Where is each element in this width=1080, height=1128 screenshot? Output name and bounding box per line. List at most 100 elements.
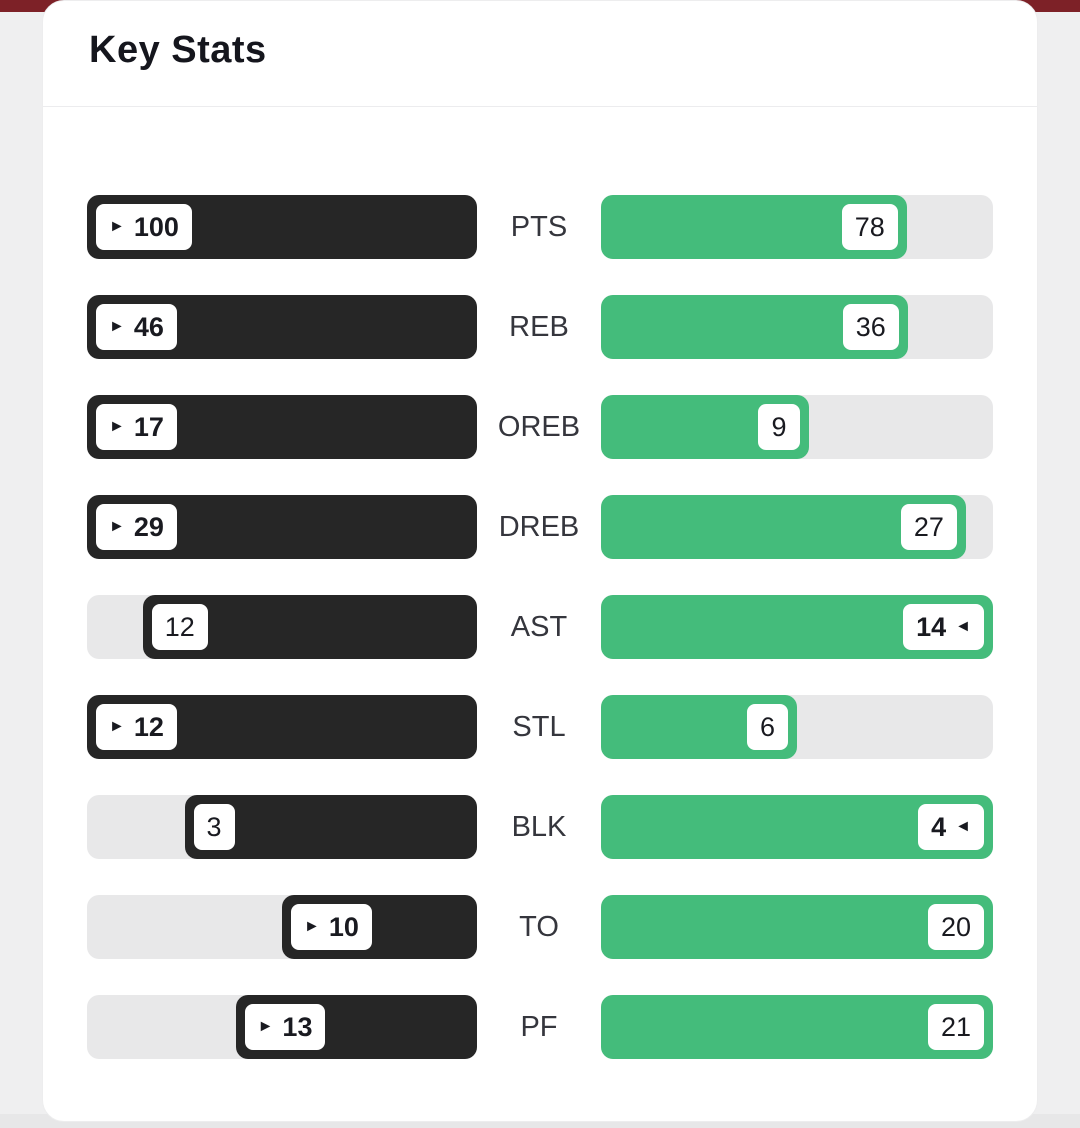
- stat-row: ► 100 PTS 78: [87, 195, 993, 259]
- stat-value: 21: [940, 1011, 971, 1042]
- stat-value: 4: [931, 811, 947, 842]
- winner-arrow-right-icon: ►: [257, 1018, 274, 1035]
- stat-value: 17: [133, 411, 164, 442]
- right-bar-fill: 6: [601, 695, 797, 759]
- stat-label: PTS: [510, 210, 568, 243]
- winner-arrow-right-icon: ►: [304, 918, 320, 935]
- winner-arrow-right-icon: ►: [109, 218, 125, 235]
- right-team-bar: 14 ◄: [601, 595, 993, 659]
- stat-label: AST: [510, 610, 568, 643]
- right-bar-fill: 4 ◄: [601, 795, 993, 859]
- left-value-badge: ► 29: [93, 501, 180, 553]
- left-bar-fill: ► 29: [87, 495, 477, 559]
- stat-row: ► 13 PF 21: [87, 995, 993, 1059]
- left-value-badge: ► 10: [288, 901, 375, 953]
- left-team-bar: ► 12: [87, 695, 477, 759]
- right-bar-fill: 20: [601, 895, 993, 959]
- right-team-bar: 4 ◄: [601, 795, 993, 859]
- left-team-bar: 12: [87, 595, 477, 659]
- right-team-bar: 78: [601, 195, 993, 259]
- left-team-bar: ► 13: [87, 995, 477, 1059]
- right-team-bar: 20: [601, 895, 993, 959]
- stat-value: 12: [133, 711, 164, 742]
- stat-row: ► 29 DREB 27: [87, 495, 993, 559]
- left-bar-fill: 12: [142, 595, 477, 659]
- stat-label: STL: [512, 710, 566, 743]
- left-bar-fill: ► 12: [87, 695, 477, 759]
- left-bar-fill: ► 10: [282, 895, 477, 959]
- stat-label: OREB: [497, 410, 581, 443]
- right-team-bar: 9: [601, 395, 993, 459]
- stat-label: PF: [520, 1010, 558, 1043]
- card-header: Key Stats: [43, 1, 1037, 106]
- stat-value: 14: [916, 611, 947, 642]
- right-bar-fill: 27: [601, 495, 966, 559]
- stat-value: 6: [759, 711, 775, 742]
- stat-row: ► 10 TO 20: [87, 895, 993, 959]
- right-bar-fill: 14 ◄: [601, 595, 993, 659]
- left-value-badge: 12: [148, 601, 211, 653]
- right-value-badge: 20: [924, 901, 987, 953]
- left-team-bar: ► 29: [87, 495, 477, 559]
- left-value-badge: ► 100: [93, 201, 195, 253]
- winner-arrow-right-icon: ►: [109, 418, 125, 435]
- left-value-badge: ► 13: [241, 1001, 329, 1053]
- winner-arrow-right-icon: ►: [109, 318, 125, 335]
- left-bar-fill: ► 17: [87, 395, 477, 459]
- stat-value: 9: [771, 411, 787, 442]
- right-value-badge: 27: [897, 501, 960, 553]
- left-team-bar: ► 46: [87, 295, 477, 359]
- stat-value: 29: [133, 511, 164, 542]
- stat-value: 13: [282, 1011, 313, 1042]
- left-bar-fill: ► 13: [235, 995, 477, 1059]
- stat-value: 27: [913, 511, 944, 542]
- right-value-badge: 4 ◄: [915, 801, 987, 853]
- right-team-bar: 21: [601, 995, 993, 1059]
- left-bar-fill: ► 46: [87, 295, 477, 359]
- right-value-badge: 21: [924, 1001, 987, 1053]
- stat-label: BLK: [511, 810, 567, 843]
- left-value-badge: ► 12: [93, 701, 180, 753]
- key-stats-card: Key Stats ► 100 PTS 78 ► 46 REB 36 ► 17 OREB 9 ► 29 DR…: [42, 0, 1038, 1122]
- left-bar-fill: ► 100: [87, 195, 477, 259]
- stat-row: ► 17 OREB 9: [87, 395, 993, 459]
- stat-value: 78: [854, 211, 885, 242]
- stat-label: TO: [519, 910, 559, 943]
- header-divider: [43, 106, 1037, 107]
- left-team-bar: 3: [87, 795, 477, 859]
- right-value-badge: 78: [838, 201, 901, 253]
- right-bar-fill: 78: [601, 195, 907, 259]
- right-bar-fill: 21: [601, 995, 993, 1059]
- left-team-bar: ► 10: [87, 895, 477, 959]
- stat-row: 12 AST 14 ◄: [87, 595, 993, 659]
- stat-label: REB: [509, 310, 569, 343]
- left-value-badge: 3: [190, 801, 238, 853]
- stat-value: 10: [328, 911, 359, 942]
- stat-value: 12: [164, 611, 195, 642]
- stat-value: 46: [133, 311, 164, 342]
- right-bar-fill: 36: [601, 295, 908, 359]
- winner-arrow-left-icon: ◄: [955, 618, 971, 635]
- left-value-badge: ► 46: [93, 301, 180, 353]
- stat-value: 3: [206, 811, 222, 842]
- left-value-badge: ► 17: [93, 401, 180, 453]
- right-bar-fill: 9: [601, 395, 809, 459]
- stats-rows: ► 100 PTS 78 ► 46 REB 36 ► 17 OREB 9 ► 29 DREB 27 12 AST 1…: [43, 107, 1037, 1059]
- left-team-bar: ► 100: [87, 195, 477, 259]
- right-value-badge: 9: [755, 401, 803, 453]
- winner-arrow-right-icon: ►: [109, 518, 125, 535]
- stat-label: DREB: [498, 510, 580, 543]
- right-value-badge: 14 ◄: [900, 601, 987, 653]
- stat-value: 20: [940, 911, 971, 942]
- right-value-badge: 36: [839, 301, 902, 353]
- right-team-bar: 36: [601, 295, 993, 359]
- winner-arrow-right-icon: ►: [109, 718, 125, 735]
- stat-row: 3 BLK 4 ◄: [87, 795, 993, 859]
- stat-value: 100: [133, 211, 179, 242]
- right-value-badge: 6: [743, 701, 791, 753]
- stat-row: ► 46 REB 36: [87, 295, 993, 359]
- card-title: Key Stats: [89, 29, 267, 71]
- right-team-bar: 27: [601, 495, 993, 559]
- stat-row: ► 12 STL 6: [87, 695, 993, 759]
- left-bar-fill: 3: [184, 795, 477, 859]
